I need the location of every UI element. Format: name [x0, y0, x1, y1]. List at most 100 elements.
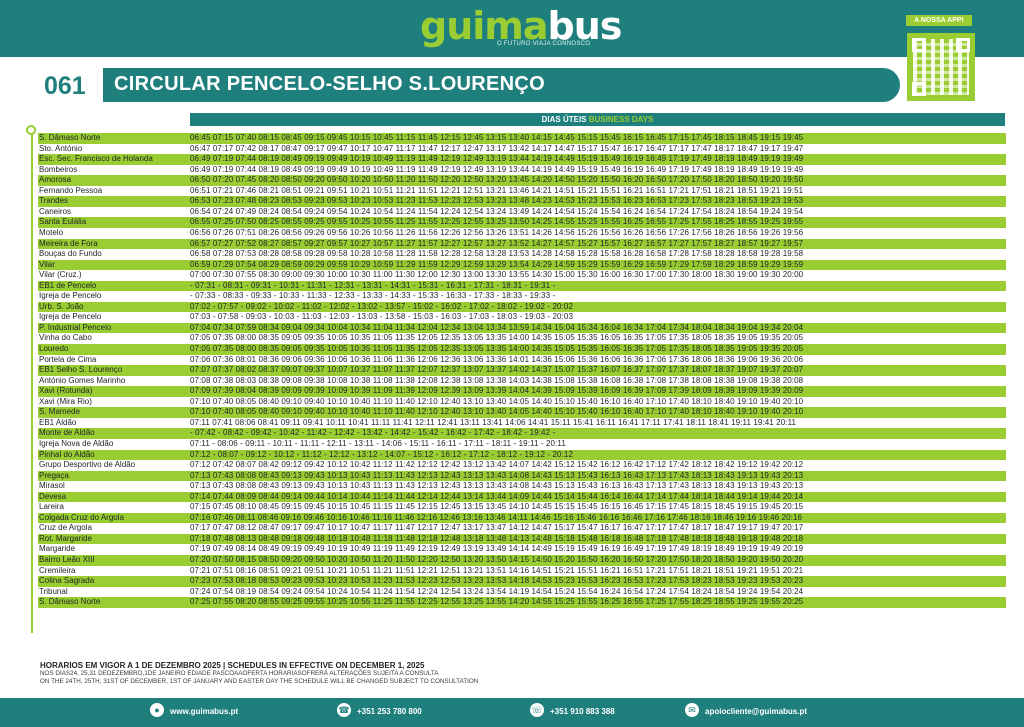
stop-times: 07:02 - 07:57 - 09:02 - 10:02 - 11:02 - … [190, 301, 574, 311]
stop-row: Pinhal do Aldão 07:12 - 08:07 - 09:12 - 1… [38, 449, 1006, 460]
stop-name: Santa Eulália [39, 217, 87, 227]
stop-times: 06:59 07:29 07:54 08:29 08:59 09:29 09:5… [190, 259, 804, 269]
stop-row: Igreja de Pencelo - 07:33 - 08:33 - 09:33… [38, 291, 1006, 302]
stop-times: 07:18 07:48 08:13 08:48 09:18 09:48 10:1… [190, 533, 804, 543]
stop-row: Sto. António 06:47 07:17 07:42 08:17 08:4… [38, 144, 1006, 155]
route-timeline-line [31, 133, 33, 633]
stop-name: Igreja Nova de Aldão [39, 438, 114, 448]
stop-row: Esc. Sec. Francisco de Holanda 06:49 07:1… [38, 154, 1006, 165]
stop-name: Bombeiros [39, 164, 78, 174]
stop-name: Xavi (Rotunda) [39, 386, 93, 396]
stop-name: Motelo [39, 227, 64, 237]
stop-row: EB1 Aldão 07:11 07:41 08:06 08:41 09:11 0… [38, 418, 1006, 429]
stop-name: Cremileira [39, 565, 76, 575]
stop-times: 07:06 07:36 08:01 08:36 09:06 09:36 10:0… [190, 354, 804, 364]
stop-name: Urb. S. João [39, 301, 84, 311]
stop-row: Cruz de Argola 07:17 07:47 08:12 08:47 09… [38, 523, 1006, 534]
stop-times: 06:51 07:21 07:46 08:21 08:51 09:21 09:5… [190, 185, 804, 195]
stop-row: Louredo 07:05 07:35 08:00 08:35 09:05 09:… [38, 344, 1006, 355]
stop-name: Caneiros [39, 206, 72, 216]
stop-row: S. Dâmaso Norte 07:25 07:55 08:20 08:55 0… [38, 597, 1006, 608]
footer-phone[interactable]: +351 253 780 800 [357, 707, 422, 716]
stop-times: 06:55 07:25 07:50 08:25 08:55 09:25 09:5… [190, 217, 804, 227]
stop-row: EB1 de Pencelo - 07:31 - 08:31 - 09:31 - … [38, 280, 1006, 292]
stop-times: 07:13 07:43 08:08 08:43 09:13 09:43 10:1… [190, 470, 804, 480]
schedule-notes: HORARIOS EM VIGOR A 1 DE DEZEMBRO 2025 |… [40, 661, 940, 686]
stop-name: António Gomes Marinho [39, 375, 126, 385]
stop-times: 07:10 07:40 08:05 08:40 09:10 09:40 10:1… [190, 396, 804, 406]
stop-row: Vilar (Cruz.) 07:00 07:30 07:55 08:30 09:… [38, 270, 1006, 281]
notes-holidays-pt: NOS DIAS24, 25,31 DEDEZEMBRO,1DE JANEIRO… [40, 670, 439, 677]
stop-row: Cremileira 07:21 07:51 08:16 08:51 09:21 … [38, 566, 1006, 577]
stop-name: Grupo Desportivo de Aldão [39, 460, 136, 470]
stop-name: Amorosa [39, 175, 72, 185]
stop-name: Fernando Pessoa [39, 185, 103, 195]
stop-name: Devesa [39, 491, 67, 501]
stop-times: 07:00 07:30 07:55 08:30 09:00 09:30 10:0… [190, 270, 804, 280]
stop-row: Lareira 07:15 07:45 08:10 08:45 09:15 09:… [38, 502, 1006, 513]
logo-tagline: O FUTURO VIAJA CONNOSCO [497, 41, 591, 47]
stop-name: Louredo [39, 344, 69, 353]
email-icon: ✉ [685, 703, 699, 717]
footer-email[interactable]: apoiocliente@guimabus.pt [705, 707, 808, 716]
stop-row: Mirasol 07:13 07:43 08:08 08:43 09:13 09:… [38, 481, 1006, 492]
route-title-bar [103, 68, 900, 102]
footer-whatsapp[interactable]: +351 910 883 388 [550, 707, 615, 716]
stop-name: Pregaça [39, 470, 69, 480]
stop-row: Urb. S. João 07:02 - 07:57 - 09:02 - 10:0… [38, 301, 1006, 313]
phone-icon: ☎ [337, 703, 351, 717]
stop-row: Motelo 06:56 07:26 07:51 08:26 08:56 09:2… [38, 228, 1006, 239]
stop-times: 07:12 - 08:07 - 09:12 - 10:12 - 11:12 - … [190, 449, 574, 459]
footer-website[interactable]: www.guimabus.pt [170, 707, 239, 716]
stop-row: Xavi (Rotunda) 07:09 07:39 08:04 08:39 09… [38, 386, 1006, 397]
stop-times: 06:54 07:24 07:49 08:24 08:54 09:24 09:5… [190, 206, 804, 216]
stop-times: 07:05 07:35 08:00 08:35 09:05 09:35 10:0… [190, 344, 804, 353]
stop-name: S. Dâmaso Norte [39, 133, 101, 142]
notes-effective-date: HORARIOS EM VIGOR A 1 DE DEZEMBRO 2025 |… [40, 661, 425, 670]
stop-name: Igreja de Pencelo [39, 291, 102, 301]
stop-name: P. Industrial Pencelo [39, 322, 112, 332]
stop-row: P. Industrial Pencelo 07:04 07:34 07:59 0… [38, 322, 1006, 334]
stop-times: 07:25 07:55 08:20 08:55 09:25 09:55 10:2… [190, 597, 804, 607]
stop-row: Bouças do Fundo 06:58 07:28 07:53 08:28 0… [38, 249, 1006, 260]
guimabus-logo: guimabus [420, 4, 622, 48]
stop-row: S. Dâmaso Norte 06:45 07:15 07:40 08:15 0… [38, 133, 1006, 144]
stop-times: 07:21 07:51 08:16 08:51 09:21 09:51 10:2… [190, 565, 804, 575]
stop-row: Colina Sagrada 07:23 07:53 08:18 08:53 09… [38, 576, 1006, 587]
stop-name: Igreja de Pencelo [39, 312, 102, 322]
stop-times: 06:56 07:26 07:51 08:26 08:56 09:26 09:5… [190, 227, 804, 237]
stop-name: Rot. Margaride [39, 533, 92, 543]
whatsapp-icon: ☏ [530, 703, 544, 717]
stop-name: Xavi (Mira Rio) [39, 396, 92, 406]
stop-row: Fernando Pessoa 06:51 07:21 07:46 08:21 0… [38, 186, 1006, 197]
notes-holidays-en: ON THE 24TH, 25TH, 31ST OF DECEMBER, 1ST… [40, 678, 479, 685]
stop-times: 06:58 07:28 07:53 08:28 08:58 09:28 09:5… [190, 249, 804, 259]
stop-name: Sto. António [39, 143, 83, 153]
stop-times: 07:04 07:34 07:59 08:34 09:04 09:34 10:0… [190, 322, 804, 332]
stop-times: 07:16 07:46 08:11 08:46 09:16 09:46 10:1… [190, 512, 803, 522]
stop-times: 07:10 07:40 08:05 08:40 09:10 09:40 10:1… [190, 407, 804, 417]
days-label-pt: DIAS ÚTEIS [541, 115, 587, 124]
stop-name: Vinha do Cabo [39, 333, 92, 343]
qr-code-icon[interactable] [907, 33, 975, 101]
app-label: A NOSSA APP! [906, 15, 972, 26]
stop-row: Trandes 06:53 07:23 07:48 08:23 08:53 09:… [38, 196, 1006, 207]
stop-times: 06:49 07:19 07:44 08:19 08:49 09:19 09:4… [190, 164, 804, 174]
stop-row: Vinha do Cabo 07:05 07:35 08:00 08:35 09:… [38, 333, 1006, 344]
stop-times: 07:19 07:49 08:14 08:49 09:19 09:49 10:1… [190, 544, 804, 554]
stop-name: Pinhal do Aldão [39, 449, 95, 459]
stop-row: S. Mamede 07:10 07:40 08:05 08:40 09:10 0… [38, 407, 1006, 418]
stop-row: Igreja Nova de Aldão 07:11 - 08:06 - 09:1… [38, 439, 1006, 450]
stop-row: Margaride 07:19 07:49 08:14 08:49 09:19 0… [38, 544, 1006, 555]
stop-name: S. Mamede [39, 407, 80, 417]
stop-name: Trandes [39, 196, 69, 206]
stop-name: Colgada Cruz do Argola [39, 512, 124, 522]
stop-name: Portela de Cima [39, 354, 97, 364]
stop-name: EB1 Aldão [39, 417, 77, 427]
stop-name: Margaride [39, 544, 76, 554]
stop-row: Pregaça 07:13 07:43 08:08 08:43 09:13 09:… [38, 470, 1006, 482]
stop-times: 07:11 - 08:06 - 09:11 - 10:11 - 11:11 - … [190, 438, 566, 448]
stop-times: 06:47 07:17 07:42 08:17 08:47 09:17 09:4… [190, 143, 804, 153]
stop-name: S. Dâmaso Norte [39, 597, 101, 607]
stop-times: 07:13 07:43 08:08 08:43 09:13 09:43 10:1… [190, 481, 804, 491]
